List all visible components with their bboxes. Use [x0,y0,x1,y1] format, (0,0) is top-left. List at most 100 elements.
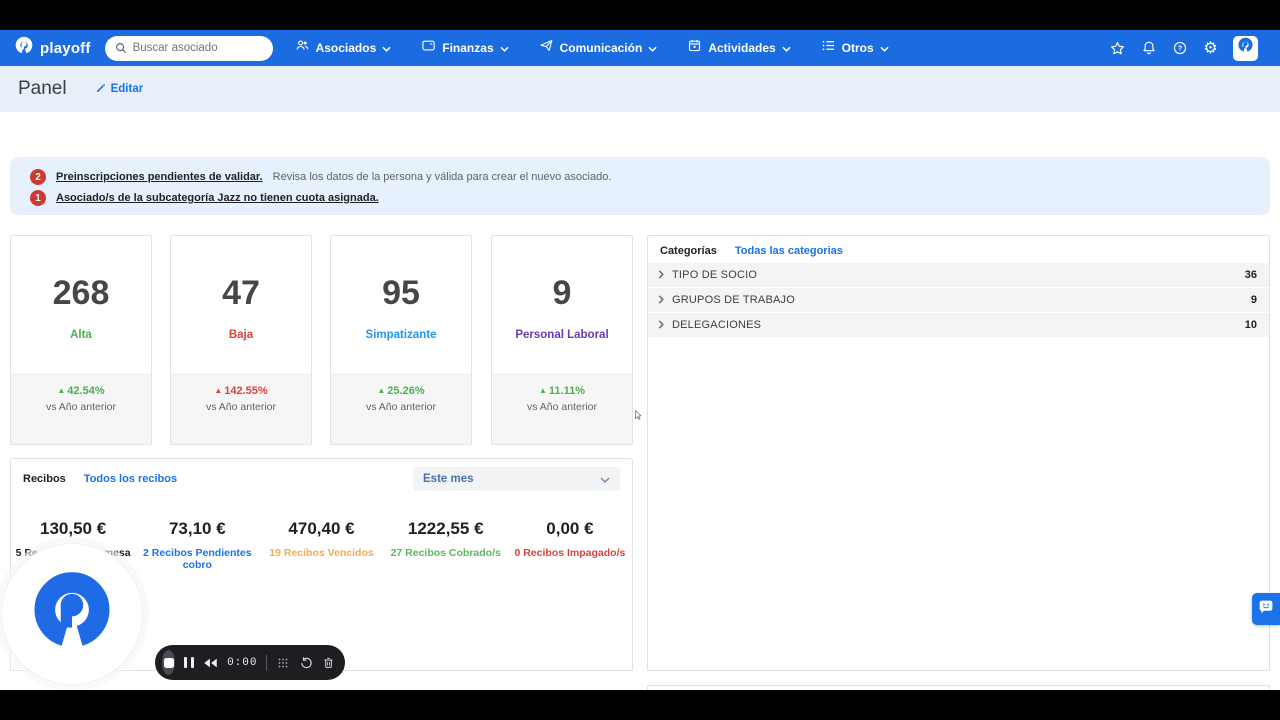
stat-comparison-label: vs Año anterior [365,401,437,413]
top-navbar: playoff [0,30,1280,66]
stat-footer: ▲ 11.11% vs Año anterior [492,374,632,444]
receipt-label: 2 Recibos Pendientes cobro [143,547,252,571]
toolbar-divider [266,654,267,671]
svg-text:?: ? [1177,46,1181,53]
chat-smiley-icon [1257,598,1275,621]
all-receipts-link[interactable]: Todos los recibos [83,473,178,485]
receipt-label: 0 Recibos Impagado/s [514,547,626,559]
stop-recording-button[interactable] [162,650,176,675]
chevron-down-icon [782,39,791,57]
page-title: Panel [18,78,67,99]
alert-link[interactable]: Asociado/s de la subcategoría Jazz no ti… [56,192,379,204]
all-categories-link[interactable]: Todas las categorias [734,245,843,257]
alert-row: 2 Preinscripciones pendientes de validar… [30,167,1250,187]
search-box [104,35,273,61]
chat-feedback-button[interactable] [1252,593,1280,625]
receipt-stat-pendientes[interactable]: 73,10 € 2 Recibos Pendientes cobro [135,519,259,571]
playoff-logo-icon [1237,37,1254,59]
menu-finanzas[interactable]: Finanzas [421,38,509,58]
playoff-logo-icon [14,36,34,61]
favorites-panel: Favoritos [647,685,1270,690]
rewind-icon[interactable] [203,657,218,669]
stat-change: ▲ 142.55% [214,385,268,397]
menu-asociados[interactable]: Asociados [295,38,392,58]
receipt-amount: 0,00 € [546,519,594,538]
brand-logo[interactable]: playoff [14,36,91,61]
receipt-stat-vencidos[interactable]: 470,40 € 19 Recibos Vencidos [259,519,383,571]
menu-label: Actividades [708,41,776,55]
receipts-title: Recibos [23,473,66,485]
stat-label: Baja [228,329,254,341]
menu-actividades[interactable]: Actividades [687,38,791,58]
category-label: DELEGACIONES [672,319,762,331]
menu-label: Asociados [315,41,377,55]
pencil-icon [95,82,107,97]
alert-row: 1 Asociado/s de la subcategoría Jazz no … [30,188,1250,208]
stat-footer: ▲ 25.26% vs Año anterior [331,374,471,444]
stat-card-simpatizante[interactable]: 95 Simpatizante ▲ 25.26% vs Año anterior [330,235,472,445]
brand-name: playoff [40,39,91,57]
receipt-stat-impagados[interactable]: 0,00 € 0 Recibos Impagado/s [508,519,632,571]
stat-comparison-label: vs Año anterior [45,401,117,413]
menu-label: Finanzas [442,41,494,55]
category-row-grupos-de-trabajo[interactable]: GRUPOS DE TRABAJO 9 [648,288,1269,312]
gear-icon[interactable]: ⚙ [1203,38,1218,57]
category-row-tipo-de-socio[interactable]: TIPO DE SOCIO 36 [648,263,1269,287]
period-filter-value: Este mes [423,473,474,485]
stat-label: Alta [70,329,92,341]
main-menu: Asociados Finanzas [295,38,889,58]
dots-grid-icon[interactable] [276,656,290,670]
people-icon [295,38,310,58]
stat-change: ▲ 11.11% [538,385,585,397]
stat-label: Simpatizante [365,329,437,341]
app-viewport: playoff [0,30,1280,690]
chevron-down-icon [648,39,657,57]
trash-icon[interactable] [322,656,335,670]
screen-recorder-toolbar: 0:00 [155,645,345,680]
alert-count-badge: 2 [30,169,46,185]
star-icon[interactable] [1109,40,1126,57]
menu-otros[interactable]: Otros [821,38,889,58]
receipt-label: 27 Recibos Cobrado/s [390,547,501,559]
categories-header: Categorías Todas las categorias [648,236,1269,263]
search-input[interactable] [104,35,273,61]
stat-footer: ▲ 42.54% vs Año anterior [11,374,151,444]
chevron-down-icon [880,39,889,57]
playoff-logo-icon [27,544,117,666]
category-count: 9 [1250,294,1257,306]
mouse-cursor-icon [632,408,644,426]
pause-recording-button[interactable] [184,657,195,668]
wallet-icon [421,38,436,58]
alerts-card: 2 Preinscripciones pendientes de validar… [10,157,1270,215]
period-filter-dropdown[interactable]: Este mes [413,467,620,491]
webcam-bubble[interactable] [1,543,143,685]
categories-panel: Categorías Todas las categorias TIPO DE … [647,235,1270,671]
restart-recording-icon[interactable] [299,656,313,670]
categories-title: Categorías [660,245,717,257]
category-row-delegaciones[interactable]: DELEGACIONES 10 [648,313,1269,337]
up-arrow-icon: ▲ [377,386,386,395]
help-icon[interactable]: ? [1171,40,1188,57]
stat-comparison-label: vs Año anterior [526,401,598,413]
stat-card-alta[interactable]: 268 Alta ▲ 42.54% vs Año anterior [10,235,152,445]
edit-panel-button[interactable]: Editar [95,82,143,97]
receipt-label: 19 Recibos Vencidos [269,547,374,559]
category-count: 10 [1244,319,1257,331]
menu-comunicacion[interactable]: Comunicación [539,38,658,58]
category-label: TIPO DE SOCIO [672,269,758,281]
alert-count-badge: 1 [30,190,46,206]
stat-card-baja[interactable]: 47 Baja ▲ 142.55% vs Año anterior [170,235,312,445]
receipt-amount: 130,50 € [40,519,107,538]
receipt-amount: 73,10 € [168,519,226,538]
alert-link[interactable]: Preinscripciones pendientes de validar. [56,171,263,183]
chevron-right-icon [657,291,666,309]
bell-icon[interactable] [1140,40,1157,57]
playoff-app-button[interactable] [1233,35,1258,61]
chevron-down-icon [382,39,391,57]
chevron-right-icon [657,266,666,284]
receipt-stat-cobrados[interactable]: 1222,55 € 27 Recibos Cobrado/s [384,519,508,571]
stat-card-personal-laboral[interactable]: 9 Personal Laboral ▲ 11.11% vs Año anteri… [491,235,633,445]
up-arrow-icon: ▲ [214,386,223,395]
stat-value: 47 [222,274,260,312]
